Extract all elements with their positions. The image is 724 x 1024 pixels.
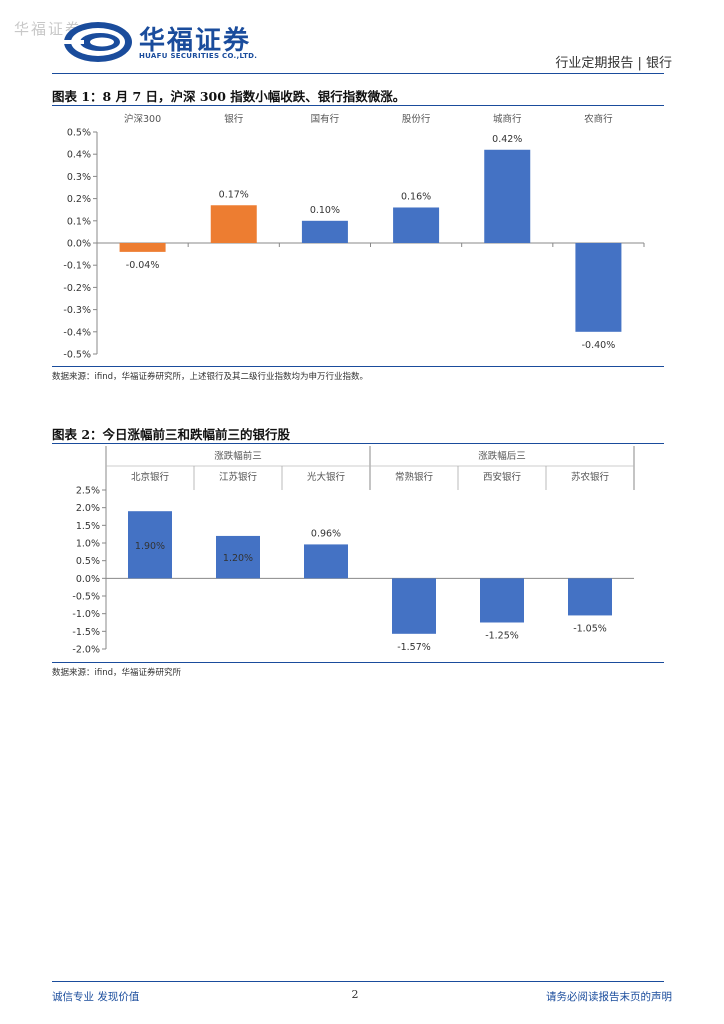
category-label: 江苏银行 bbox=[219, 471, 258, 483]
y-tick-label: 0.3% bbox=[67, 172, 91, 183]
y-tick-label: 1.0% bbox=[76, 539, 100, 550]
figure2-source: 数据来源：ifind，华福证券研究所 bbox=[52, 668, 181, 678]
y-tick-label: -1.0% bbox=[72, 609, 100, 620]
figure1-bottom-rule bbox=[52, 366, 664, 367]
figure2-top-rule bbox=[52, 443, 664, 444]
footer-rule bbox=[52, 981, 664, 982]
bar bbox=[301, 220, 348, 243]
bar bbox=[568, 578, 612, 616]
y-tick-label: -0.2% bbox=[63, 283, 91, 294]
y-tick-label: -1.5% bbox=[72, 627, 100, 638]
page-number: 2 bbox=[351, 988, 359, 1001]
y-tick-label: -0.5% bbox=[72, 592, 100, 603]
category-label: 城商行 bbox=[493, 113, 522, 125]
y-tick-label: 0.5% bbox=[67, 128, 91, 139]
category-label: 股份行 bbox=[402, 113, 431, 125]
bar bbox=[393, 207, 440, 243]
bar bbox=[304, 544, 348, 579]
report-type: 行业定期报告 | 银行 bbox=[555, 56, 672, 71]
bar bbox=[392, 578, 436, 634]
bar bbox=[216, 535, 260, 579]
data-label: 1.90% bbox=[135, 541, 165, 552]
figure1-top-rule bbox=[52, 105, 664, 106]
category-label: 光大银行 bbox=[307, 471, 346, 483]
figure2-title: 图表 2：今日涨幅前三和跌幅前三的银行股 bbox=[52, 427, 291, 442]
bar bbox=[210, 205, 257, 243]
category-label: 银行 bbox=[224, 113, 244, 125]
footer-slogan: 诚信专业 发现价值 bbox=[52, 991, 140, 1003]
bar bbox=[128, 511, 172, 579]
bar bbox=[119, 243, 166, 252]
y-tick-label: 2.5% bbox=[76, 486, 100, 497]
footer-disclaimer: 请务必阅读报告末页的声明 bbox=[546, 991, 672, 1003]
data-label: 0.17% bbox=[219, 189, 249, 200]
y-tick-label: -0.5% bbox=[63, 350, 91, 361]
y-tick-label: 2.0% bbox=[76, 503, 100, 514]
header-rule bbox=[52, 73, 664, 74]
category-label: 常熟银行 bbox=[395, 471, 434, 483]
group-label: 涨跌幅前三 bbox=[214, 450, 262, 462]
data-label: 1.20% bbox=[223, 553, 253, 564]
figure1-title: 图表 1：8 月 7 日，沪深 300 指数小幅收跌、银行指数微涨。 bbox=[52, 89, 406, 104]
y-tick-label: 0.5% bbox=[76, 556, 100, 567]
y-tick-label: -0.4% bbox=[63, 327, 91, 338]
bar bbox=[480, 578, 524, 623]
company-name-cn: 华福证券 bbox=[139, 26, 252, 56]
data-label: 0.10% bbox=[310, 205, 340, 216]
data-label: -0.04% bbox=[126, 260, 160, 271]
data-label: -1.05% bbox=[573, 623, 607, 634]
bar bbox=[575, 243, 622, 332]
figure1-source: 数据来源：ifind，华福证券研究所，上述银行及其二级行业指数均为申万行业指数。 bbox=[52, 372, 369, 382]
category-label: 北京银行 bbox=[131, 471, 170, 483]
company-name-en: HUAFU SECURITIES CO.,LTD. bbox=[139, 52, 258, 60]
category-label: 国有行 bbox=[311, 113, 340, 125]
y-tick-label: 0.0% bbox=[67, 239, 91, 250]
y-tick-label: -2.0% bbox=[72, 645, 100, 656]
data-label: -1.25% bbox=[485, 631, 519, 642]
y-tick-label: -0.1% bbox=[63, 261, 91, 272]
data-label: 0.96% bbox=[311, 528, 341, 539]
y-tick-label: 0.2% bbox=[67, 194, 91, 205]
data-label: -1.57% bbox=[397, 642, 431, 653]
category-label: 农商行 bbox=[584, 113, 613, 125]
data-label: 0.16% bbox=[401, 191, 431, 202]
y-tick-label: 1.5% bbox=[76, 521, 100, 532]
group-label: 涨跌幅后三 bbox=[478, 450, 526, 462]
watermark: 华福证券 bbox=[14, 20, 83, 38]
company-logo-icon bbox=[64, 22, 132, 62]
data-label: 0.42% bbox=[492, 134, 522, 145]
y-tick-label: 0.1% bbox=[67, 216, 91, 227]
y-tick-label: 0.0% bbox=[76, 574, 100, 585]
data-label: -0.40% bbox=[582, 340, 616, 351]
y-tick-label: 0.4% bbox=[67, 150, 91, 161]
bar bbox=[484, 149, 531, 243]
category-label: 苏农银行 bbox=[571, 471, 610, 483]
figure2-bottom-rule bbox=[52, 662, 664, 663]
y-tick-label: -0.3% bbox=[63, 305, 91, 316]
category-label: 沪深300 bbox=[124, 113, 161, 125]
category-label: 西安银行 bbox=[483, 471, 522, 483]
